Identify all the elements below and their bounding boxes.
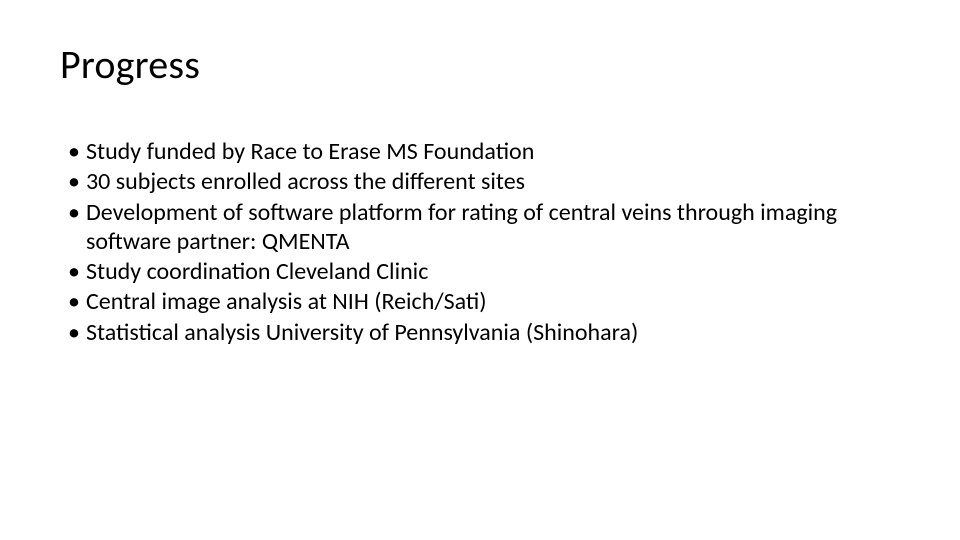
list-item: Study coordination Cleveland Clinic	[68, 257, 900, 286]
bullet-list: Study funded by Race to Erase MS Foundat…	[60, 137, 900, 347]
slide-title: Progress	[60, 40, 900, 89]
list-item: 30 subjects enrolled across the differen…	[68, 167, 900, 196]
list-item: Central image analysis at NIH (Reich/Sat…	[68, 287, 900, 316]
list-item: Study funded by Race to Erase MS Foundat…	[68, 137, 900, 166]
list-item: Statistical analysis University of Penns…	[68, 318, 900, 347]
list-item: Development of software platform for rat…	[68, 198, 900, 257]
slide: Progress Study funded by Race to Erase M…	[0, 0, 960, 540]
